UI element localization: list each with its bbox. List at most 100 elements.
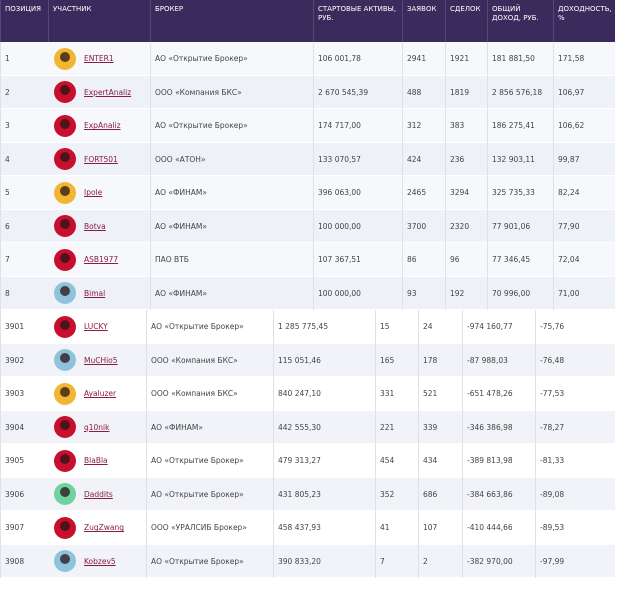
table-row (0, 343, 615, 377)
table-cell: 171,58 (553, 42, 615, 76)
table-cell: 181 881,50 (487, 42, 553, 76)
table-cell: -89,53 (535, 511, 615, 545)
table-row (0, 109, 615, 143)
table-cell: 3 (0, 109, 48, 143)
participant-name: q10nik (84, 422, 110, 432)
table-cell: 488 (402, 75, 445, 109)
table-cell: ООО «Компания БКС» (146, 377, 273, 411)
table-row (0, 276, 615, 310)
table-row (0, 75, 615, 109)
avatar (54, 81, 76, 103)
table-cell: ПАО ВТБ (150, 243, 313, 277)
table-cell: -382 970,00 (462, 544, 535, 578)
table-cell: 165 (375, 343, 418, 377)
table-cell: -410 444,66 (462, 511, 535, 545)
table-cell: 1 (0, 42, 48, 76)
table-cell: -651 478,26 (462, 377, 535, 411)
table-cell: 15 (375, 310, 418, 344)
participant-name: Bimal (84, 288, 106, 298)
header-cell: ДОХОДНОСТЬ, % (553, 0, 615, 42)
table-cell: 312 (402, 109, 445, 143)
table-cell: 7 (0, 243, 48, 277)
table-cell: 77 346,45 (487, 243, 553, 277)
participant-name: Daddits (84, 489, 113, 499)
table-cell: 178 (418, 343, 462, 377)
table-cell: 2941 (402, 42, 445, 76)
table-cell: 100 000,00 (313, 276, 402, 310)
table-cell: 3904 (0, 410, 48, 444)
table-cell: 115 051,46 (273, 343, 375, 377)
table-cell: 3903 (0, 377, 48, 411)
table-cell: 86 (402, 243, 445, 277)
table-cell: 840 247,10 (273, 377, 375, 411)
table-cell: 7 (375, 544, 418, 578)
table-cell: 2465 (402, 176, 445, 210)
table-cell: 106,97 (553, 75, 615, 109)
table-cell: 70 996,00 (487, 276, 553, 310)
table-cell: 458 437,93 (273, 511, 375, 545)
table-cell: -89,08 (535, 477, 615, 511)
table-cell: 454 (375, 444, 418, 478)
participant-name: Botva (84, 221, 106, 231)
table-cell: 236 (445, 142, 487, 176)
table-row (0, 410, 615, 444)
table-cell: 2320 (445, 209, 487, 243)
table-cell: 71,00 (553, 276, 615, 310)
table-cell: 8 (0, 276, 48, 310)
table-cell: 3908 (0, 544, 48, 578)
table-cell: 77,90 (553, 209, 615, 243)
table-cell: ООО «Компания БКС» (146, 343, 273, 377)
table-cell: 3905 (0, 444, 48, 478)
participant-name: ExpAnaliz (84, 121, 121, 131)
table-cell: 1819 (445, 75, 487, 109)
table-cell: -97,99 (535, 544, 615, 578)
table-cell: -76,48 (535, 343, 615, 377)
table-cell: 3294 (445, 176, 487, 210)
avatar (54, 248, 76, 271)
participant-name: BlaBla (84, 456, 108, 466)
table-cell: -384 663,86 (462, 477, 535, 511)
table-cell: 132 903,11 (487, 142, 553, 176)
table-cell: 5 (0, 176, 48, 210)
table-cell: ООО «Компания БКС» (150, 75, 313, 109)
table-cell: 442 555,30 (273, 410, 375, 444)
avatar (54, 416, 76, 438)
table-cell: 686 (418, 477, 462, 511)
table-cell: 72,04 (553, 243, 615, 277)
table-row (0, 444, 615, 478)
header-cell: ОБЩИЙ ДОХОД, РУБ. (487, 0, 553, 42)
table-cell: -81,33 (535, 444, 615, 478)
table-cell: 352 (375, 477, 418, 511)
table-cell: 383 (445, 109, 487, 143)
table-cell: 221 (375, 410, 418, 444)
participant-name: ASB1977 (84, 255, 119, 265)
avatar (54, 215, 76, 237)
table-cell: 106,62 (553, 109, 615, 143)
table-cell: 99,87 (553, 142, 615, 176)
participant-name: ZugZwang (84, 523, 125, 533)
table-cell: 133 070,57 (313, 142, 402, 176)
avatar (54, 349, 76, 371)
table-row (0, 243, 615, 277)
table-cell: АО «Открытие Брокер» (146, 310, 273, 344)
table-cell: 107 (418, 511, 462, 545)
participant-name: ENTER1 (84, 54, 114, 64)
table-row (0, 209, 615, 243)
avatar (54, 114, 76, 137)
table-row (0, 477, 615, 511)
participant-name: FORT501 (84, 154, 118, 164)
avatar (54, 47, 76, 70)
table-cell: ООО «АТОН» (150, 142, 313, 176)
table-cell: АО «Открытие Брокер» (146, 544, 273, 578)
avatar (54, 483, 76, 505)
table-cell: 96 (445, 243, 487, 277)
table-cell: 192 (445, 276, 487, 310)
table-cell: 107 367,51 (313, 243, 402, 277)
table-cell: 2 (0, 75, 48, 109)
table-cell: 479 313,27 (273, 444, 375, 478)
table-cell: 106 001,78 (313, 42, 402, 76)
header-cell: ЗАЯВОК (402, 0, 445, 42)
table-cell: АО «Открытие Брокер» (150, 109, 313, 143)
table-cell: АО «Открытие Брокер» (146, 444, 273, 478)
table-cell: АО «ФИНАМ» (150, 209, 313, 243)
